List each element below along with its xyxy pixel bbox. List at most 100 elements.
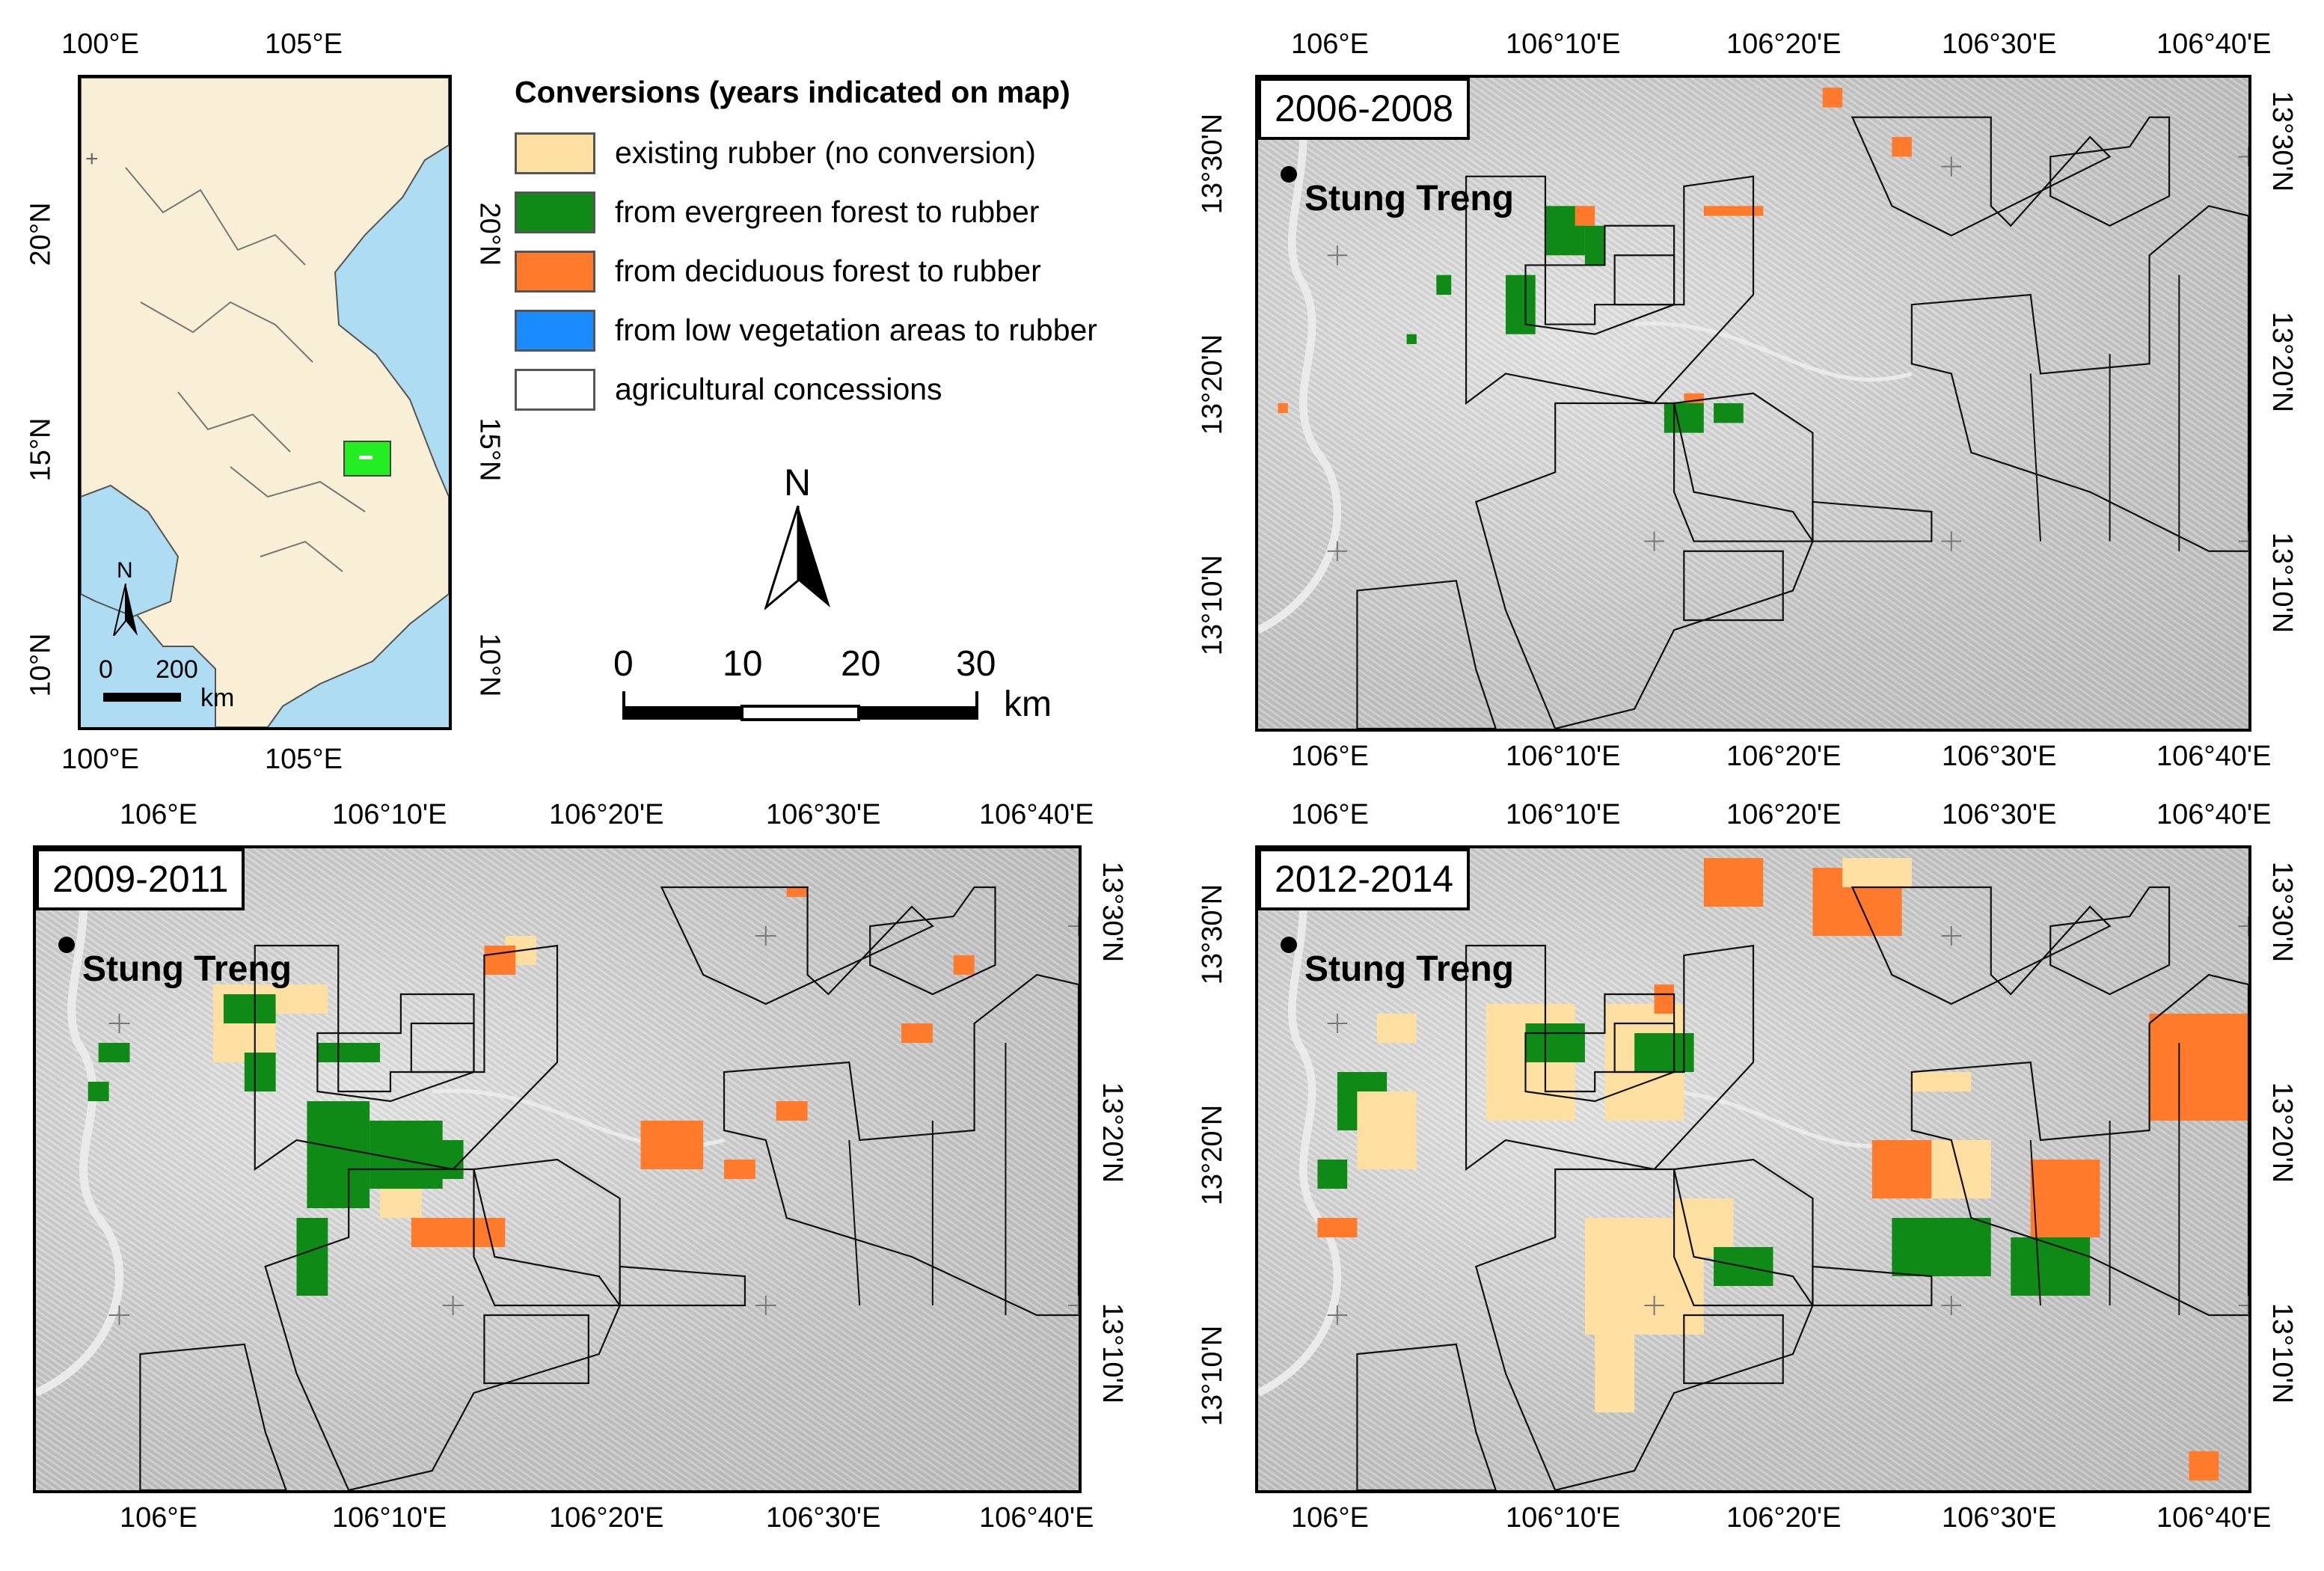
overview-top-lon-2: 105°E xyxy=(265,28,343,60)
grid-cross xyxy=(1068,1296,1079,1315)
right-lat-label: 13°20'N xyxy=(1097,1082,1129,1183)
left-lat-label: 13°10'N xyxy=(1197,554,1229,656)
town-dot xyxy=(1281,937,1297,953)
concession-outline xyxy=(1476,1169,1812,1490)
concession-outline xyxy=(1615,1023,1674,1072)
legend-label: from low vegetation areas to rubber xyxy=(615,313,1097,347)
grid-cross xyxy=(1068,916,1079,936)
overview-right-lat-1: 20°N xyxy=(473,202,506,266)
concession-outline xyxy=(140,1344,286,1490)
river xyxy=(1634,321,1913,382)
concession-outline xyxy=(1912,975,2248,1315)
grid-cross xyxy=(2238,147,2248,167)
bottom-lon-label: 106°E xyxy=(1291,1502,1369,1534)
right-lat-label: 13°20'N xyxy=(2266,311,2299,413)
bottom-lon-label: 106°40'E xyxy=(2156,741,2272,772)
town-label: Stung Treng xyxy=(1304,179,1514,218)
overview-scale-0: 0 xyxy=(99,655,113,684)
concession-outline xyxy=(1466,946,1753,1169)
overview-bottom-lon-1: 100°E xyxy=(61,744,139,775)
period-label: 2006-2008 xyxy=(1258,78,1471,140)
grid-cross xyxy=(1941,926,1962,946)
rubber-patch xyxy=(380,1189,422,1218)
rubber-patch xyxy=(1703,206,1764,216)
grid-cross xyxy=(108,1305,130,1325)
rubber-patch xyxy=(1664,403,1704,433)
overview-map: + N 0 200 km xyxy=(78,75,452,730)
left-lat-label: 13°30'N xyxy=(1197,884,1229,985)
top-lon-label: 106°30'E xyxy=(1942,28,2057,60)
scale-tick-0: 0 xyxy=(613,644,634,684)
north-label: N xyxy=(784,462,812,503)
rubber-patch xyxy=(98,1043,130,1062)
right-lat-label: 13°20'N xyxy=(2266,1082,2299,1183)
concession-boundary xyxy=(2031,1140,2041,1305)
concession-outline xyxy=(484,1315,588,1383)
rubber-patch xyxy=(1317,1218,1358,1237)
right-lat-label: 13°30'N xyxy=(2266,861,2299,963)
top-lon-label: 106°20'E xyxy=(549,799,664,830)
map-panel-2006-2008: 2006-2008 Stung Treng xyxy=(1255,75,2251,732)
legend-swatch-deciduous xyxy=(515,250,595,293)
grid-cross xyxy=(2238,1296,2248,1315)
legend-item-evergreen: from evergreen forest to rubber xyxy=(515,183,1097,242)
grid-cross xyxy=(1941,531,1962,551)
legend-label: from deciduous forest to rubber xyxy=(615,254,1041,288)
legend-swatch-evergreen xyxy=(515,191,595,233)
legend-label: agricultural concessions xyxy=(615,372,942,406)
concession-outline xyxy=(266,1169,620,1490)
rubber-patch xyxy=(1595,1335,1635,1412)
top-lon-label: 106°30'E xyxy=(1942,799,2057,830)
rubber-patch xyxy=(1376,1014,1417,1043)
province-borders xyxy=(125,167,366,572)
north-arrow-icon xyxy=(764,506,830,610)
rubber-patch xyxy=(901,1023,933,1043)
top-lon-label: 106°E xyxy=(120,799,197,830)
rubber-patch xyxy=(1714,403,1744,423)
legend-item-existing-rubber: existing rubber (no conversion) xyxy=(515,123,1097,183)
scale-tick-30: 30 xyxy=(956,644,996,684)
overview-lat-grid-mark: + xyxy=(85,147,99,171)
map-panel-2009-2011: 2009-2011 Stung Treng xyxy=(33,845,1082,1493)
overview-north-arrow-icon xyxy=(113,584,138,636)
left-lat-label: 13°30'N xyxy=(1197,113,1229,215)
period-label: 2012-2014 xyxy=(1258,848,1471,910)
concession-outline xyxy=(1357,1344,1495,1490)
concession-boundary xyxy=(849,1140,859,1305)
rubber-patch xyxy=(223,994,276,1023)
legend-swatch-concessions xyxy=(515,368,595,411)
concession-outline xyxy=(1852,887,2109,1004)
rubber-patch xyxy=(953,955,975,975)
top-lon-label: 106°30'E xyxy=(766,799,881,830)
rubber-patch xyxy=(1278,403,1288,414)
concession-outline xyxy=(255,946,557,1169)
top-lon-label: 106°10'E xyxy=(1506,799,1621,830)
bottom-lon-label: 106°20'E xyxy=(549,1502,664,1534)
rubber-patch xyxy=(1575,206,1595,226)
scale-tick-20: 20 xyxy=(841,644,881,684)
scale-bar xyxy=(622,691,978,721)
concession-outline xyxy=(1684,551,1782,620)
top-lon-label: 106°20'E xyxy=(1726,799,1842,830)
legend-item-concessions: agricultural concessions xyxy=(515,360,1097,419)
overview-top-lon-1: 100°E xyxy=(61,28,139,60)
concession-outline xyxy=(724,975,1079,1315)
rubber-patch xyxy=(484,946,516,975)
rubber-patch xyxy=(786,887,808,897)
concession-outline xyxy=(1476,403,1812,729)
right-lat-label: 13°30'N xyxy=(1097,861,1129,963)
grid-cross xyxy=(755,926,776,946)
overview-right-lat-3: 10°N xyxy=(473,633,506,697)
rubber-patch xyxy=(1406,334,1417,344)
gulf xyxy=(81,484,180,618)
rubber-patch xyxy=(1931,1140,1991,1198)
bottom-lon-label: 106°10'E xyxy=(1506,741,1621,772)
bottom-lon-label: 106°E xyxy=(1291,741,1369,772)
map-svg xyxy=(1258,78,2248,729)
rubber-patch xyxy=(724,1160,755,1179)
concession-outline xyxy=(620,1267,745,1305)
legend-label: from evergreen forest to rubber xyxy=(615,195,1040,229)
top-lon-label: 106°10'E xyxy=(332,799,447,830)
town-label: Stung Treng xyxy=(1304,949,1514,989)
overview-scale-bar xyxy=(103,693,181,702)
